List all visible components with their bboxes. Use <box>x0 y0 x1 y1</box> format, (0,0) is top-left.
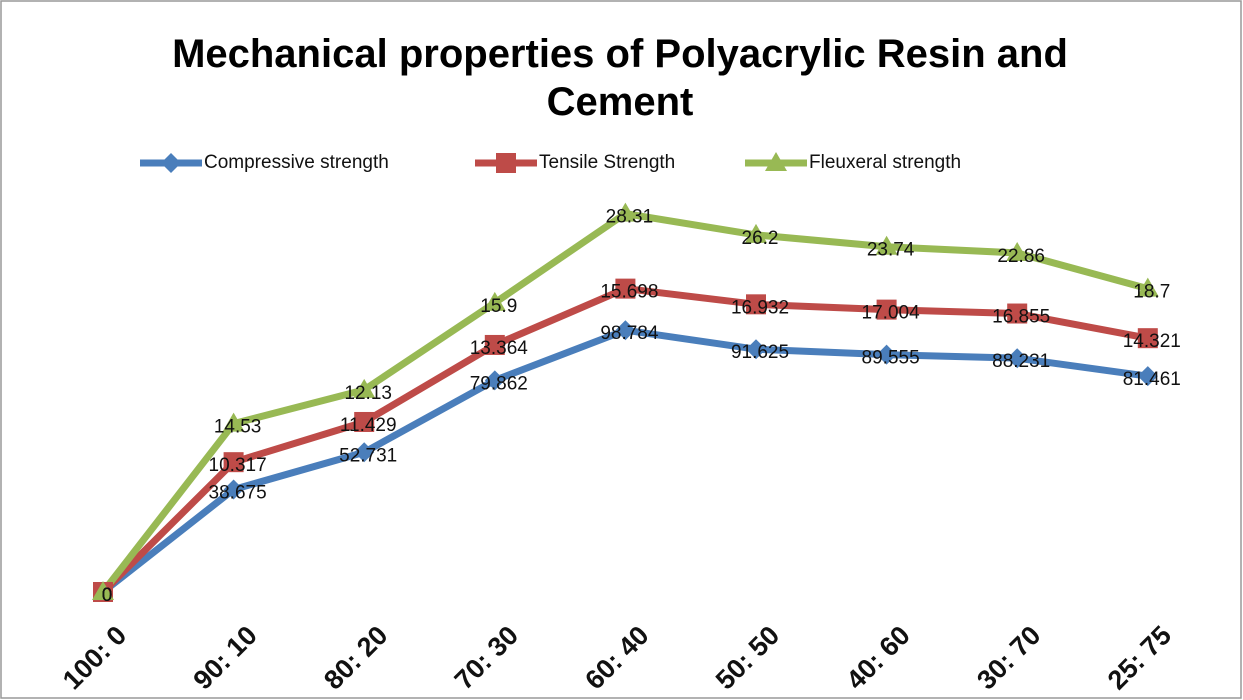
series-line <box>100 210 1149 595</box>
data-label: 0 <box>102 585 113 606</box>
data-label: 15.698 <box>600 282 658 303</box>
marker <box>354 411 375 432</box>
data-label: 16.855 <box>992 307 1050 328</box>
marker <box>875 235 898 255</box>
data-label: 88.231 <box>992 351 1050 372</box>
data-label: 15.9 <box>480 296 517 317</box>
marker <box>484 370 505 391</box>
data-label: 11.429 <box>340 415 397 436</box>
marker <box>484 334 505 355</box>
marker <box>496 153 516 173</box>
marker <box>483 291 506 311</box>
marker <box>765 152 787 171</box>
data-label: 23.74 <box>867 240 915 261</box>
data-label: 14.53 <box>214 417 262 438</box>
marker <box>876 299 897 320</box>
x-tick-label: 80: 20 <box>318 620 393 695</box>
marker <box>223 452 244 473</box>
marker <box>746 294 766 315</box>
data-label: 10.317 <box>209 455 267 476</box>
data-label: 13.364 <box>470 338 529 359</box>
data-label: 89.555 <box>862 348 920 369</box>
marker <box>1007 348 1028 369</box>
data-label: 38.675 <box>209 483 267 504</box>
marker <box>223 479 244 500</box>
data-label: 0 <box>102 585 113 606</box>
marker <box>354 442 375 463</box>
data-label: 22.86 <box>997 246 1045 267</box>
data-label: 14.321 <box>1123 331 1181 352</box>
marker <box>1136 277 1159 297</box>
marker <box>746 339 766 360</box>
marker <box>615 278 636 299</box>
marker <box>1007 303 1028 324</box>
chart-title: Mechanical properties of Polyacrylic Res… <box>172 32 1068 124</box>
marker <box>614 202 637 222</box>
data-label: 79.862 <box>470 373 528 394</box>
x-tick-label: 100: 0 <box>57 620 132 695</box>
data-label: 26.2 <box>742 228 779 249</box>
data-label: 52.731 <box>339 445 397 466</box>
x-tick-label: 60: 40 <box>579 620 654 695</box>
marker <box>1006 241 1029 261</box>
marker <box>92 581 114 600</box>
marker <box>222 412 245 432</box>
marker <box>353 378 376 398</box>
data-label: 17.004 <box>862 303 921 324</box>
x-tick-label: 70: 30 <box>449 620 524 695</box>
data-label: 18.7 <box>1133 282 1170 303</box>
marker <box>1137 328 1158 349</box>
data-label: 91.625 <box>731 342 789 363</box>
data-label: 0 <box>102 585 113 606</box>
data-label: 81.461 <box>1123 369 1181 390</box>
x-tick-label: 50: 50 <box>710 620 785 695</box>
marker <box>745 223 767 243</box>
x-tick-label: 30: 70 <box>971 620 1046 695</box>
marker <box>615 320 636 341</box>
legend-label: Compressive strength <box>204 152 389 173</box>
legend-label: Tensile Strength <box>539 152 675 173</box>
marker <box>876 344 897 365</box>
marker <box>161 153 181 173</box>
x-tick-label: 90: 10 <box>188 620 263 695</box>
marker <box>1137 366 1158 387</box>
data-label: 98.784 <box>600 323 659 344</box>
data-label: 12.13 <box>344 383 392 404</box>
x-tick-label: 40: 60 <box>841 620 916 695</box>
x-tick-label: 25: 75 <box>1102 620 1177 695</box>
data-label: 16.932 <box>731 297 789 318</box>
legend-label: Fleuxeral strength <box>809 152 961 173</box>
data-label: 28.31 <box>606 207 654 228</box>
